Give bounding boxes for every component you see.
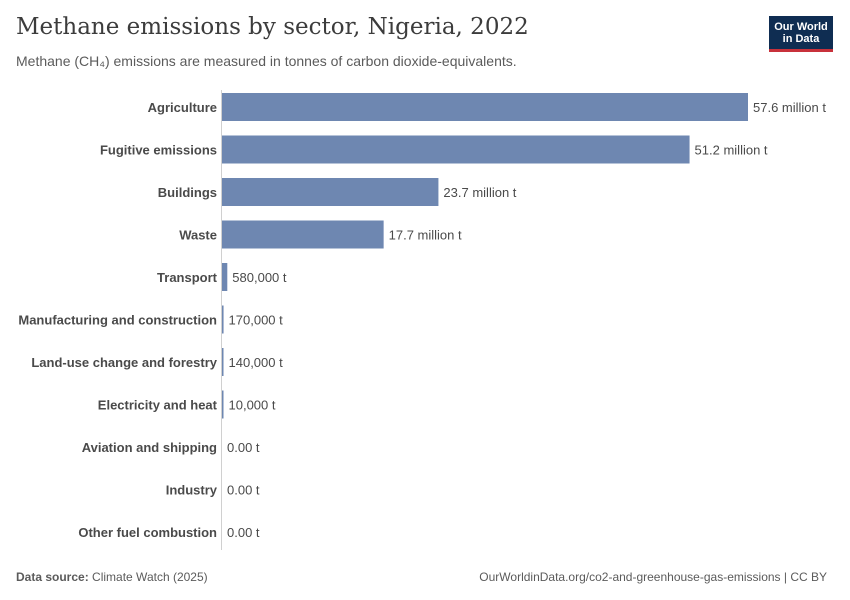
chart-subtitle: Methane (CH₄) emissions are measured in …: [16, 53, 517, 69]
bar[interactable]: [222, 178, 439, 206]
bar[interactable]: [222, 348, 224, 376]
category-label: Fugitive emissions: [100, 143, 217, 158]
value-label: 17.7 million t: [389, 228, 462, 243]
data-source: Data source: Climate Watch (2025): [16, 570, 208, 584]
category-label: Industry: [166, 483, 218, 498]
bar[interactable]: [222, 135, 690, 164]
category-label: Agriculture: [148, 100, 217, 115]
bar[interactable]: [222, 220, 384, 249]
logo-line-1: Our World: [774, 21, 828, 33]
chart-title: Methane emissions by sector, Nigeria, 20…: [16, 14, 529, 40]
bar[interactable]: [222, 305, 224, 334]
value-label: 57.6 million t: [753, 100, 826, 115]
category-label: Land-use change and forestry: [31, 355, 217, 370]
value-label: 10,000 t: [229, 398, 276, 413]
bar[interactable]: [222, 263, 228, 291]
data-source-value[interactable]: Climate Watch (2025): [92, 570, 208, 584]
category-label: Buildings: [158, 185, 217, 200]
bar[interactable]: [222, 390, 224, 419]
value-label: 140,000 t: [229, 355, 284, 370]
source-url-license[interactable]: OurWorldinData.org/co2-and-greenhouse-ga…: [479, 570, 827, 584]
logo-line-2: in Data: [782, 33, 820, 45]
data-source-label: Data source:: [16, 570, 89, 584]
bar-chart: Agriculture 57.6 million t Fugitive emissi…: [18, 90, 826, 550]
category-label: Electricity and heat: [98, 398, 218, 413]
category-label: Waste: [179, 228, 217, 243]
value-label: 0.00 t: [227, 483, 260, 498]
value-label: 0.00 t: [227, 525, 260, 540]
value-label: 23.7 million t: [443, 185, 516, 200]
category-label: Aviation and shipping: [82, 440, 217, 455]
value-label: 0.00 t: [227, 440, 260, 455]
value-label: 580,000 t: [232, 270, 287, 285]
owid-logo[interactable]: Our World in Data: [769, 16, 833, 52]
category-label: Transport: [157, 270, 218, 285]
bar[interactable]: [222, 93, 748, 121]
value-label: 170,000 t: [229, 313, 284, 328]
category-label: Manufacturing and construction: [18, 313, 217, 328]
value-label: 51.2 million t: [695, 143, 768, 158]
category-label: Other fuel combustion: [78, 525, 217, 540]
